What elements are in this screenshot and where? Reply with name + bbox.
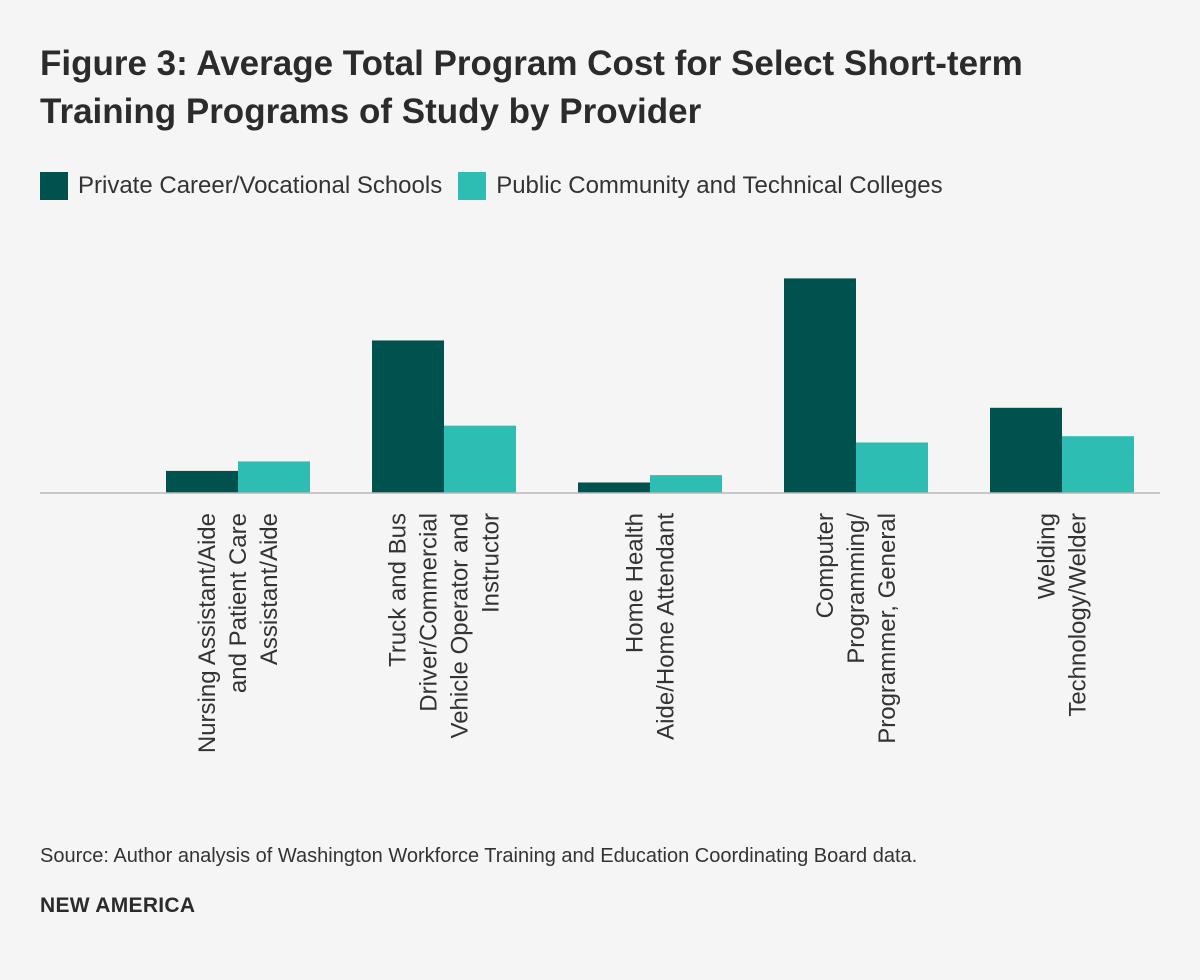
legend-item-public: Public Community and Technical Colleges xyxy=(458,172,943,200)
bar-1-0 xyxy=(372,340,444,493)
x-tick-label-4: Welding Technology/Welder xyxy=(1034,513,1092,717)
x-tick-label-2-line-1: Aide/Home Attendant xyxy=(653,513,680,740)
brand-wordmark: NEW AMERICA xyxy=(40,894,196,917)
x-tick-label-2: Home Health Aide/Home Attendant xyxy=(622,513,680,740)
x-tick-label-0-line-2: Assistant/Aide xyxy=(256,513,283,665)
bar-chart: Nursing Assistant/Aide and Patient Care As… xyxy=(40,278,1160,753)
bar-4-1 xyxy=(1062,436,1134,493)
legend-item-private: Private Career/Vocational Schools xyxy=(40,172,442,200)
x-tick-label-1-line-1: Driver/Commercial xyxy=(416,513,443,712)
bar-2-1 xyxy=(650,475,722,493)
source-note: Source: Author analysis of Washington Wo… xyxy=(40,845,918,867)
legend-swatch-public xyxy=(458,172,487,200)
legend-label-public: Public Community and Technical Colleges xyxy=(496,172,943,199)
bar-0-1 xyxy=(238,461,310,493)
x-tick-label-1-line-3: Instructor xyxy=(478,513,505,613)
x-tick-label-0-line-0: Nursing Assistant/Aide xyxy=(194,513,221,753)
x-tick-label-1-line-0: Truck and Bus xyxy=(385,513,412,667)
x-tick-label-4-line-0: Welding xyxy=(1034,513,1061,599)
x-tick-label-3-line-1: Programming/ xyxy=(843,513,870,664)
chart-legend: Private Career/Vocational Schools Public… xyxy=(40,172,943,200)
x-tick-label-0-line-1: and Patient Care xyxy=(225,513,252,693)
chart-title: Figure 3: Average Total Program Cost for… xyxy=(40,44,1023,131)
legend-label-private: Private Career/Vocational Schools xyxy=(78,172,443,199)
x-tick-label-3-line-0: Computer xyxy=(812,513,839,618)
x-tick-label-0: Nursing Assistant/Aide and Patient Care As… xyxy=(194,513,283,753)
bar-0-0 xyxy=(166,470,238,493)
bar-2-0 xyxy=(578,482,650,493)
x-tick-label-1: Truck and Bus Driver/Commercial Vehicle Op… xyxy=(385,513,505,738)
bar-1-1 xyxy=(444,425,516,493)
x-tick-label-2-line-0: Home Health xyxy=(622,513,649,653)
x-tick-label-3: Computer Programming/Programmer, General xyxy=(812,513,901,744)
bar-4-0 xyxy=(990,407,1062,493)
bar-3-1 xyxy=(856,442,928,493)
x-tick-label-3-line-2: Programmer, General xyxy=(874,513,901,744)
bar-3-0 xyxy=(784,278,856,493)
x-tick-label-4-line-1: Technology/Welder xyxy=(1065,513,1092,717)
x-tick-label-1-line-2: Vehicle Operator and xyxy=(447,513,474,738)
legend-swatch-private xyxy=(40,172,68,200)
